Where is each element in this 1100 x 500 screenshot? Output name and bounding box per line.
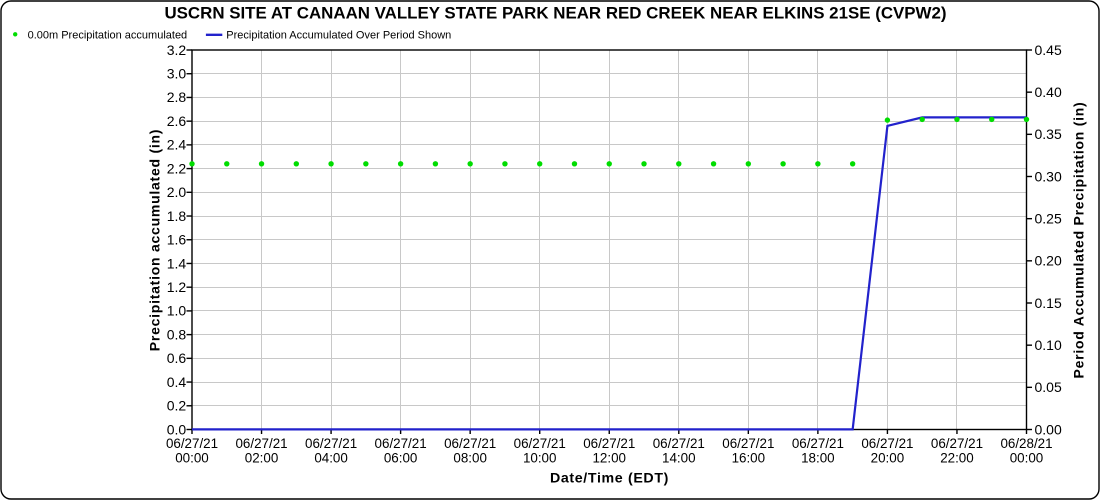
svg-text:3.2: 3.2 — [167, 42, 187, 58]
svg-text:06/27/21: 06/27/21 — [514, 436, 566, 451]
svg-text:1.8: 1.8 — [167, 208, 187, 224]
svg-text:0.20: 0.20 — [1035, 253, 1062, 269]
svg-text:2.4: 2.4 — [167, 137, 187, 153]
svg-text:06/27/21: 06/27/21 — [235, 436, 287, 451]
svg-text:1.2: 1.2 — [167, 279, 187, 295]
svg-text:Precipitation Accumulated Over: Precipitation Accumulated Over Period Sh… — [226, 30, 451, 42]
svg-text:10:00: 10:00 — [523, 450, 557, 465]
svg-text:1.6: 1.6 — [167, 232, 187, 248]
svg-text:06/27/21: 06/27/21 — [305, 436, 357, 451]
svg-text:0.45: 0.45 — [1035, 42, 1062, 58]
svg-text:16:00: 16:00 — [732, 450, 766, 465]
svg-text:06/27/21: 06/27/21 — [166, 436, 218, 451]
svg-text:2.0: 2.0 — [167, 184, 187, 200]
svg-text:0.00: 0.00 — [1035, 421, 1062, 437]
svg-text:06/27/21: 06/27/21 — [444, 436, 496, 451]
svg-text:06/27/21: 06/27/21 — [722, 436, 774, 451]
svg-text:06/27/21: 06/27/21 — [931, 436, 983, 451]
svg-text:USCRN SITE AT CANAAN VALLEY ST: USCRN SITE AT CANAAN VALLEY STATE PARK N… — [164, 3, 946, 22]
svg-text:0.2: 0.2 — [167, 398, 187, 414]
svg-text:0.00m Precipitation accumulate: 0.00m Precipitation accumulated — [28, 30, 188, 42]
svg-text:06/27/21: 06/27/21 — [861, 436, 913, 451]
svg-text:0.6: 0.6 — [167, 350, 187, 366]
svg-text:0.4: 0.4 — [167, 374, 187, 390]
svg-text:2.2: 2.2 — [167, 160, 187, 176]
svg-text:3.0: 3.0 — [167, 66, 187, 82]
svg-text:06/28/21: 06/28/21 — [1000, 436, 1052, 451]
svg-text:06/27/21: 06/27/21 — [375, 436, 427, 451]
svg-text:Period Accumulated Precipitati: Period Accumulated Precipitation (in) — [1071, 102, 1087, 379]
svg-text:18:00: 18:00 — [801, 450, 835, 465]
svg-text:0.10: 0.10 — [1035, 337, 1062, 353]
svg-text:0.40: 0.40 — [1035, 84, 1062, 100]
svg-text:2.6: 2.6 — [167, 113, 187, 129]
svg-text:20:00: 20:00 — [871, 450, 905, 465]
svg-text:0.30: 0.30 — [1035, 168, 1062, 184]
svg-text:06/27/21: 06/27/21 — [792, 436, 844, 451]
svg-text:08:00: 08:00 — [453, 450, 487, 465]
svg-text:22:00: 22:00 — [940, 450, 974, 465]
svg-text:00:00: 00:00 — [175, 450, 209, 465]
svg-text:0.25: 0.25 — [1035, 210, 1062, 226]
svg-text:Precipitation accumulated (in): Precipitation accumulated (in) — [147, 129, 163, 351]
svg-text:06/27/21: 06/27/21 — [583, 436, 635, 451]
svg-text:2.8: 2.8 — [167, 89, 187, 105]
svg-text:00:00: 00:00 — [1010, 450, 1044, 465]
svg-text:0.15: 0.15 — [1035, 295, 1062, 311]
svg-text:0.8: 0.8 — [167, 326, 187, 342]
svg-text:1.0: 1.0 — [167, 303, 187, 319]
svg-text:12:00: 12:00 — [592, 450, 626, 465]
svg-text:0.0: 0.0 — [167, 421, 187, 437]
svg-text:04:00: 04:00 — [314, 450, 348, 465]
svg-text:1.4: 1.4 — [167, 255, 187, 271]
svg-text:Date/Time (EDT): Date/Time (EDT) — [550, 471, 669, 487]
svg-text:06/27/21: 06/27/21 — [653, 436, 705, 451]
svg-text:0.05: 0.05 — [1035, 379, 1062, 395]
svg-text:14:00: 14:00 — [662, 450, 696, 465]
svg-text:06:00: 06:00 — [384, 450, 418, 465]
svg-text:0.35: 0.35 — [1035, 126, 1062, 142]
svg-text:02:00: 02:00 — [245, 450, 279, 465]
